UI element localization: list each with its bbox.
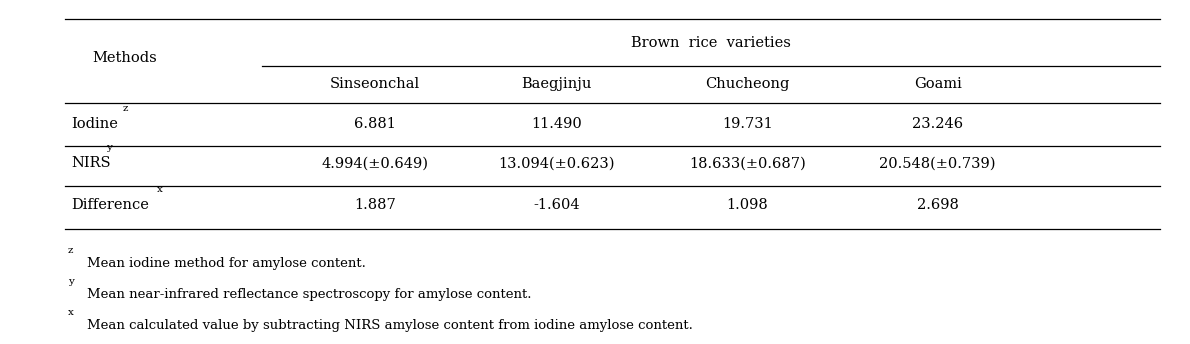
Text: Mean iodine method for amylose content.: Mean iodine method for amylose content.: [87, 257, 365, 270]
Text: z: z: [68, 246, 74, 255]
Text: NIRS: NIRS: [71, 157, 111, 170]
Text: y: y: [68, 277, 74, 286]
Text: Mean near-infrared reflectance spectroscopy for amylose content.: Mean near-infrared reflectance spectrosc…: [87, 288, 532, 301]
Text: -1.604: -1.604: [533, 198, 581, 212]
Text: Goami: Goami: [914, 77, 962, 91]
Text: 19.731: 19.731: [722, 117, 772, 131]
Text: Baegjinju: Baegjinju: [521, 77, 593, 91]
Text: Difference: Difference: [71, 198, 149, 212]
Text: 1.098: 1.098: [726, 198, 769, 212]
Text: Mean calculated value by subtracting NIRS amylose content from iodine amylose co: Mean calculated value by subtracting NIR…: [87, 319, 693, 332]
Text: 18.633(±0.687): 18.633(±0.687): [689, 157, 806, 170]
Text: 1.887: 1.887: [353, 198, 396, 212]
Text: Brown  rice  varieties: Brown rice varieties: [631, 36, 791, 50]
Text: 23.246: 23.246: [913, 117, 963, 131]
Text: x: x: [157, 185, 163, 194]
Text: Chucheong: Chucheong: [706, 77, 789, 91]
Text: 13.094(±0.623): 13.094(±0.623): [499, 157, 615, 170]
Text: Iodine: Iodine: [71, 117, 118, 131]
Text: 4.994(±0.649): 4.994(±0.649): [321, 157, 428, 170]
Text: 20.548(±0.739): 20.548(±0.739): [879, 157, 996, 170]
Text: Methods: Methods: [93, 52, 157, 65]
Text: Sinseonchal: Sinseonchal: [330, 77, 420, 91]
Text: y: y: [106, 143, 112, 152]
Text: 11.490: 11.490: [532, 117, 582, 131]
Text: 6.881: 6.881: [353, 117, 396, 131]
Text: z: z: [123, 104, 129, 113]
Text: x: x: [68, 308, 74, 316]
Text: 2.698: 2.698: [916, 198, 959, 212]
